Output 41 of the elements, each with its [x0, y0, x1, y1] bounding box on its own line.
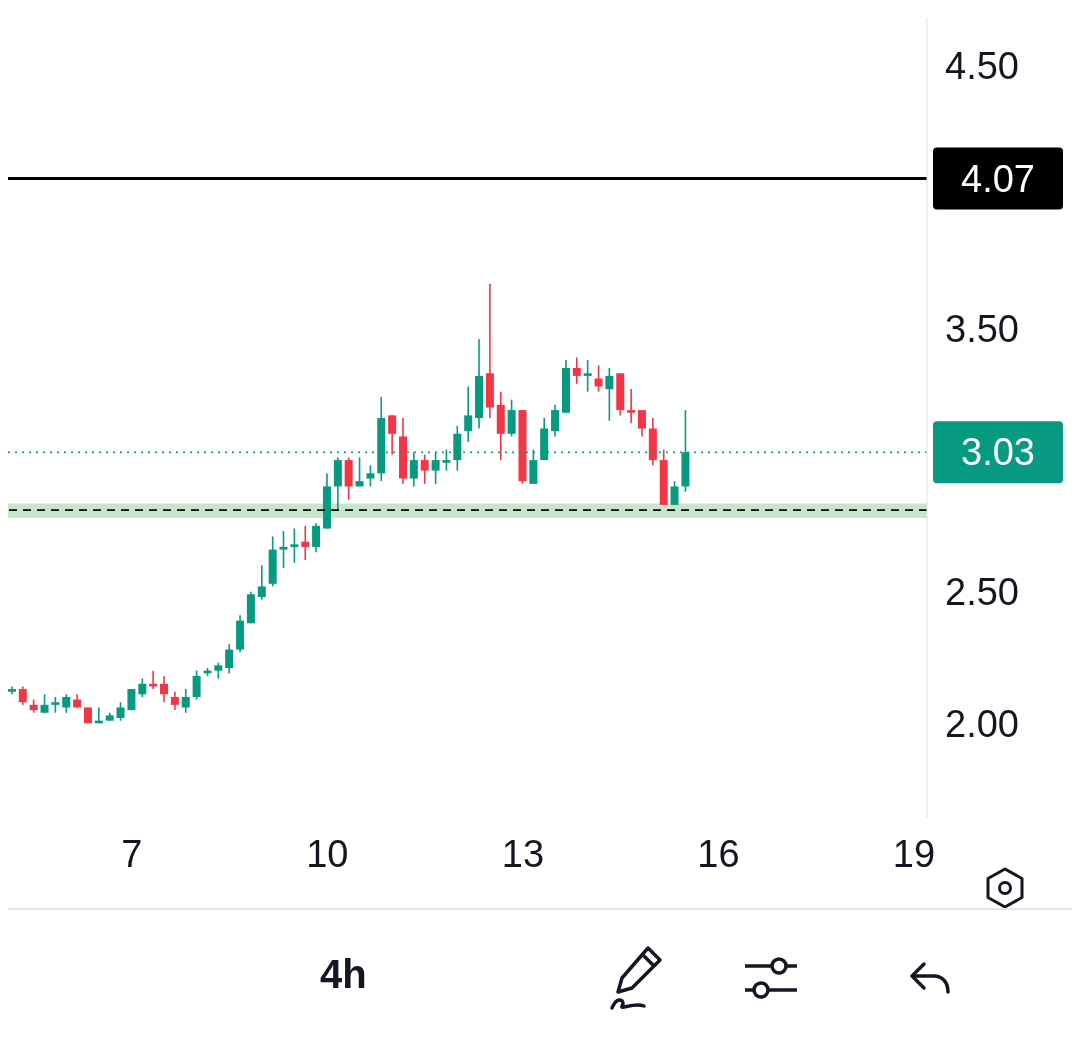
y-tick-label: 2.50	[945, 571, 1019, 614]
candlestick	[257, 564, 266, 601]
text: 4h	[320, 952, 367, 997]
y-tick-label: 2.00	[945, 702, 1019, 745]
x-tick-label: 7	[121, 832, 143, 875]
candlestick	[192, 669, 201, 701]
candlestick	[40, 693, 49, 714]
y-tick-label: 3.50	[945, 308, 1019, 351]
candlestick	[355, 456, 364, 488]
candlestick	[627, 388, 636, 425]
x-tick-label: 13	[501, 832, 545, 875]
candlestick	[62, 693, 71, 714]
x-tick-label: 10	[306, 832, 349, 875]
candlestick	[181, 688, 190, 714]
candlestick	[583, 359, 592, 393]
candlestick	[312, 522, 321, 554]
candlestick	[605, 367, 614, 422]
candlestick	[18, 685, 27, 706]
candlestick	[507, 398, 516, 438]
candlestick	[637, 409, 646, 438]
candlestick	[420, 454, 429, 485]
candlestick	[388, 414, 397, 456]
candlestick	[279, 530, 288, 569]
ref-line-label: 3.03	[961, 431, 1035, 474]
candlestick	[670, 480, 679, 506]
candlestick	[442, 448, 451, 472]
y-tick-label: 4.50	[945, 44, 1019, 87]
candlestick	[170, 690, 179, 711]
ref-line-label: 4.07	[961, 157, 1035, 200]
candlestick	[116, 701, 125, 722]
candlestick	[160, 675, 169, 704]
candlestick	[572, 356, 581, 385]
candlestick	[551, 404, 560, 438]
candlestick	[464, 385, 473, 443]
candlestick	[290, 527, 299, 564]
candlestick	[366, 464, 375, 488]
candlestick	[225, 643, 234, 675]
x-tick-label: 19	[892, 832, 936, 875]
candlestick	[138, 677, 147, 698]
x-tick-label: 16	[697, 832, 740, 875]
candlestick	[301, 525, 310, 561]
